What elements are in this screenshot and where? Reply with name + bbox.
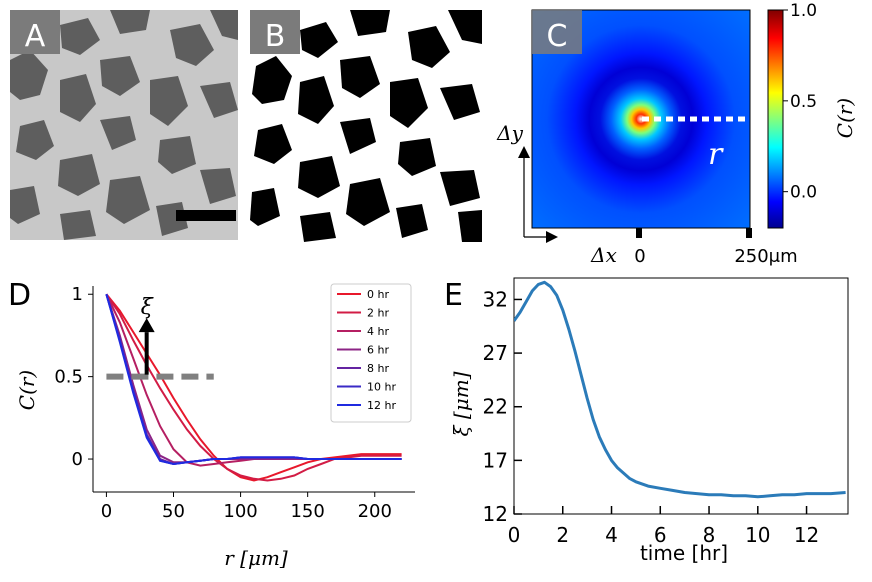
binary-domains bbox=[250, 10, 482, 242]
panel-label-c: C bbox=[547, 19, 568, 54]
x-tick-zero-label: 0 bbox=[634, 246, 645, 267]
dy-label: Δy bbox=[496, 121, 523, 145]
d-xi-label: ξ bbox=[141, 295, 155, 320]
e-x-tick-label: 10 bbox=[745, 523, 770, 547]
d-series-line bbox=[105, 293, 402, 482]
d-legend-label: 12 hr bbox=[367, 399, 396, 412]
dy-arrowhead bbox=[518, 146, 530, 158]
e-y-tick-label: 22 bbox=[483, 395, 508, 419]
colorbar-label: C(r) bbox=[833, 98, 857, 138]
panel-e: E 0 2 4 6 8 10 12 12 17 22 27 32 time [hr] ξ [μm] bbox=[444, 277, 849, 565]
e-y-tick-label: 27 bbox=[483, 341, 508, 365]
x-tick-zero-mark bbox=[636, 228, 642, 238]
d-x-tick-label: 100 bbox=[223, 501, 257, 522]
e-xlabel: time [hr] bbox=[640, 541, 728, 565]
d-xi-arrowhead bbox=[138, 318, 155, 333]
e-y-tick-label: 32 bbox=[483, 287, 508, 311]
d-xlabel: r [μm] bbox=[224, 546, 288, 570]
d-legend-label: 2 hr bbox=[367, 307, 389, 320]
e-x-tick-label: 4 bbox=[605, 523, 618, 547]
e-x-tick-label: 2 bbox=[556, 523, 569, 547]
panel-label-box-b bbox=[250, 10, 300, 54]
panel-c: C r 0 250μm Δy Δx 1.0 0.5 0.0 C(r) bbox=[496, 1, 857, 267]
scale-bar bbox=[176, 210, 236, 221]
d-y-tick-label: 0 bbox=[72, 449, 83, 470]
e-frame bbox=[513, 277, 849, 515]
colorbar bbox=[767, 9, 784, 229]
d-axes: 0 50 100 150 200 0 0.5 1 bbox=[54, 284, 415, 522]
e-x-tick-label: 0 bbox=[508, 523, 521, 547]
d-x-tick-label: 50 bbox=[162, 501, 185, 522]
d-x-tick-label: 150 bbox=[290, 501, 324, 522]
d-series bbox=[105, 293, 402, 482]
d-x-tick-label: 0 bbox=[101, 501, 112, 522]
d-y-tick-label: 1 bbox=[72, 284, 83, 305]
d-series-line bbox=[105, 293, 402, 466]
d-legend-label: 8 hr bbox=[367, 362, 389, 375]
d-y-tick-label: 0.5 bbox=[54, 367, 83, 388]
e-x-tick-label: 12 bbox=[794, 523, 819, 547]
d-legend-label: 6 hr bbox=[367, 344, 389, 357]
panel-b: B bbox=[250, 10, 482, 242]
d-ylabel: C(r) bbox=[15, 370, 39, 410]
panel-label-box-a bbox=[10, 10, 60, 54]
panel-label-box-c bbox=[532, 10, 582, 54]
colorbar-tick-label: 1.0 bbox=[790, 1, 817, 21]
d-series-line bbox=[105, 293, 402, 482]
e-x-tick-label: 8 bbox=[703, 523, 716, 547]
panel-label-e: E bbox=[444, 278, 463, 313]
e-y-tick-label: 12 bbox=[483, 502, 508, 526]
panel-label-a: A bbox=[25, 19, 46, 54]
micrograph-domains bbox=[10, 10, 238, 240]
colorbar-ticks: 1.0 0.5 0.0 bbox=[783, 1, 817, 203]
d-legend-label: 10 hr bbox=[367, 381, 396, 394]
x-tick-end-mark bbox=[746, 228, 752, 238]
colorbar-tick-label: 0.0 bbox=[790, 183, 817, 203]
e-axes: 0 2 4 6 8 10 12 12 17 22 27 32 bbox=[483, 277, 849, 547]
panel-label-b: B bbox=[265, 19, 286, 54]
d-x-tick-label: 200 bbox=[358, 501, 392, 522]
dx-arrowhead bbox=[546, 231, 558, 243]
e-y-tick-label: 17 bbox=[483, 448, 508, 472]
panel-label-d: D bbox=[8, 278, 31, 313]
e-series bbox=[514, 280, 846, 499]
d-annotation: ξ bbox=[106, 295, 214, 380]
x-tick-end-label: 250μm bbox=[734, 246, 797, 267]
e-x-tick-label: 6 bbox=[654, 523, 667, 547]
d-legend: 0 hr 2 hr 4 hr 6 hr 8 hr 10 hr 12 hr bbox=[330, 283, 412, 423]
d-legend-label: 4 hr bbox=[367, 325, 389, 338]
radius-label: r bbox=[708, 137, 724, 172]
colorbar-tick-label: 0.5 bbox=[790, 92, 817, 112]
dx-label: Δx bbox=[590, 243, 617, 267]
panel-a: A bbox=[10, 10, 238, 240]
e-series-line bbox=[514, 280, 846, 499]
d-legend-label: 0 hr bbox=[367, 288, 389, 301]
e-ylabel: ξ [μm] bbox=[449, 371, 473, 436]
panel-d: D 0 50 100 150 200 0 0.5 1 ξ 0 hr 2 hr 4 hr 6 hr 8 … bbox=[8, 278, 415, 570]
